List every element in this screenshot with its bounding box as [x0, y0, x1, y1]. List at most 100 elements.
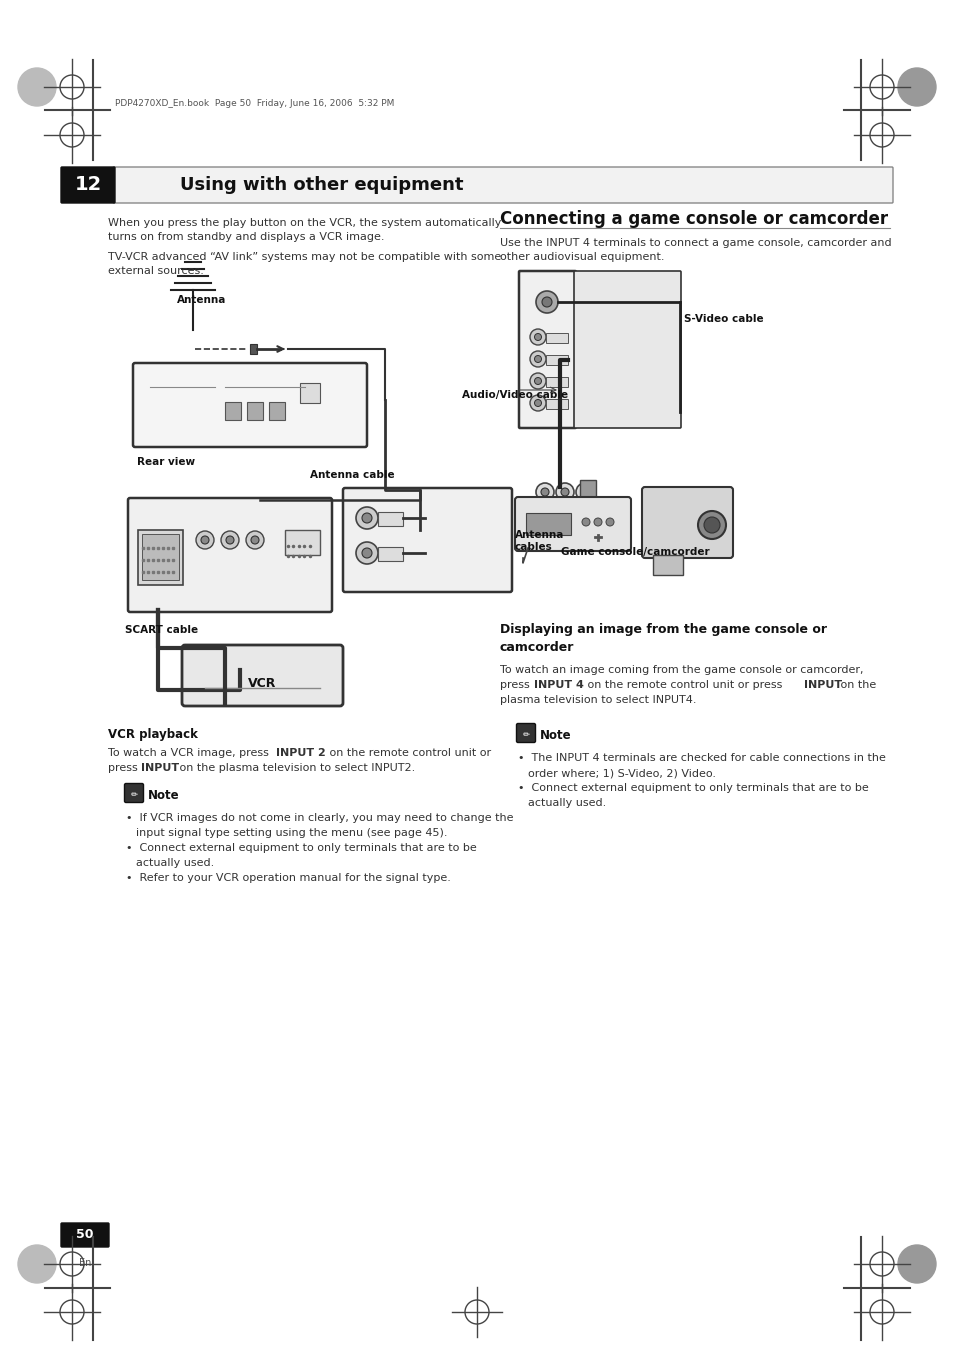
- Text: INPUT 2: INPUT 2: [275, 748, 325, 758]
- Circle shape: [355, 507, 377, 530]
- Bar: [545, 355, 567, 365]
- Circle shape: [536, 290, 558, 313]
- Circle shape: [534, 355, 541, 362]
- Text: Antenna: Antenna: [177, 295, 226, 305]
- Circle shape: [534, 377, 541, 385]
- Bar: [250, 345, 256, 354]
- Text: •  Connect external equipment to only terminals that are to be: • Connect external equipment to only ter…: [517, 784, 868, 793]
- FancyBboxPatch shape: [516, 724, 535, 743]
- Text: INPUT: INPUT: [141, 763, 179, 773]
- Circle shape: [540, 488, 548, 496]
- Text: •  Refer to your VCR operation manual for the signal type.: • Refer to your VCR operation manual for…: [126, 873, 451, 884]
- Text: ✏: ✏: [131, 789, 137, 798]
- Text: order where; 1) S-Video, 2) Video.: order where; 1) S-Video, 2) Video.: [527, 767, 716, 778]
- Text: •  If VCR images do not come in clearly, you may need to change the: • If VCR images do not come in clearly, …: [126, 813, 513, 823]
- FancyBboxPatch shape: [518, 272, 576, 428]
- Text: Game console/camcorder: Game console/camcorder: [560, 547, 709, 557]
- Text: input signal type setting using the menu (see page 45).: input signal type setting using the menu…: [136, 828, 447, 838]
- Text: on the remote control unit or: on the remote control unit or: [326, 748, 491, 758]
- Bar: [377, 512, 402, 526]
- FancyBboxPatch shape: [61, 1223, 109, 1247]
- Text: plasma television to select INPUT4.: plasma television to select INPUT4.: [499, 694, 696, 705]
- Text: En: En: [79, 1258, 91, 1269]
- Text: Note: Note: [539, 730, 571, 742]
- Text: PDP4270XD_En.book  Page 50  Friday, June 16, 2006  5:32 PM: PDP4270XD_En.book Page 50 Friday, June 1…: [115, 100, 394, 108]
- Bar: [299, 382, 319, 403]
- Bar: [545, 377, 567, 386]
- FancyBboxPatch shape: [515, 497, 630, 551]
- FancyBboxPatch shape: [182, 644, 343, 707]
- Circle shape: [361, 513, 372, 523]
- Circle shape: [361, 549, 372, 558]
- Circle shape: [534, 400, 541, 407]
- Text: Antenna cable: Antenna cable: [310, 470, 395, 480]
- Text: To watch an image coming from the game console or camcorder,: To watch an image coming from the game c…: [499, 665, 862, 676]
- Circle shape: [226, 536, 233, 544]
- Circle shape: [534, 334, 541, 340]
- Text: press: press: [499, 680, 533, 690]
- Text: 12: 12: [74, 176, 102, 195]
- Text: Rear view: Rear view: [137, 457, 195, 467]
- Circle shape: [703, 517, 720, 534]
- FancyBboxPatch shape: [61, 168, 115, 203]
- Text: on the: on the: [836, 680, 876, 690]
- Circle shape: [580, 488, 588, 496]
- Circle shape: [897, 1246, 935, 1283]
- Text: on the plasma television to select INPUT2.: on the plasma television to select INPUT…: [175, 763, 415, 773]
- Bar: [545, 332, 567, 343]
- Bar: [247, 403, 263, 420]
- Text: 50: 50: [76, 1228, 93, 1242]
- Bar: [285, 530, 319, 555]
- Bar: [525, 513, 571, 535]
- Circle shape: [897, 68, 935, 105]
- Bar: [545, 399, 567, 409]
- Text: VCR: VCR: [248, 677, 276, 690]
- Text: INPUT: INPUT: [803, 680, 841, 690]
- Circle shape: [18, 68, 56, 105]
- Circle shape: [530, 373, 545, 389]
- Text: To watch a VCR image, press: To watch a VCR image, press: [108, 748, 273, 758]
- Circle shape: [605, 517, 614, 526]
- Bar: [138, 530, 183, 585]
- Circle shape: [576, 484, 594, 501]
- Circle shape: [556, 484, 574, 501]
- Circle shape: [581, 517, 589, 526]
- Circle shape: [18, 1246, 56, 1283]
- Bar: [225, 403, 241, 420]
- FancyBboxPatch shape: [112, 168, 892, 203]
- Text: actually used.: actually used.: [527, 798, 605, 808]
- Text: SCART cable: SCART cable: [125, 626, 198, 635]
- Text: Audio/Video cable: Audio/Video cable: [461, 390, 568, 400]
- Circle shape: [541, 297, 552, 307]
- Circle shape: [698, 511, 725, 539]
- Circle shape: [251, 536, 258, 544]
- Circle shape: [530, 351, 545, 367]
- Bar: [269, 403, 285, 420]
- Text: Note: Note: [148, 789, 179, 802]
- Text: on the remote control unit or press: on the remote control unit or press: [583, 680, 785, 690]
- Text: VCR playback: VCR playback: [108, 728, 197, 740]
- Bar: [579, 480, 596, 500]
- Text: When you press the play button on the VCR, the system automatically
turns on fro: When you press the play button on the VC…: [108, 218, 501, 242]
- Bar: [377, 547, 402, 561]
- Circle shape: [530, 330, 545, 345]
- Text: Using with other equipment: Using with other equipment: [180, 176, 463, 195]
- Text: Displaying an image from the game console or
camcorder: Displaying an image from the game consol…: [499, 623, 826, 654]
- FancyBboxPatch shape: [128, 499, 332, 612]
- FancyBboxPatch shape: [641, 486, 732, 558]
- FancyBboxPatch shape: [574, 272, 680, 428]
- Circle shape: [560, 488, 568, 496]
- Bar: [142, 534, 179, 580]
- Text: actually used.: actually used.: [136, 858, 214, 867]
- Circle shape: [594, 517, 601, 526]
- Text: S-Video cable: S-Video cable: [683, 313, 762, 324]
- Text: •  Connect external equipment to only terminals that are to be: • Connect external equipment to only ter…: [126, 843, 476, 852]
- Text: Connecting a game console or camcorder: Connecting a game console or camcorder: [499, 209, 887, 228]
- Circle shape: [201, 536, 209, 544]
- Circle shape: [221, 531, 239, 549]
- FancyBboxPatch shape: [125, 784, 143, 802]
- FancyBboxPatch shape: [132, 363, 367, 447]
- Text: TV-VCR advanced “AV link” systems may not be compatible with some
external sourc: TV-VCR advanced “AV link” systems may no…: [108, 253, 500, 277]
- FancyBboxPatch shape: [343, 488, 512, 592]
- Circle shape: [355, 542, 377, 563]
